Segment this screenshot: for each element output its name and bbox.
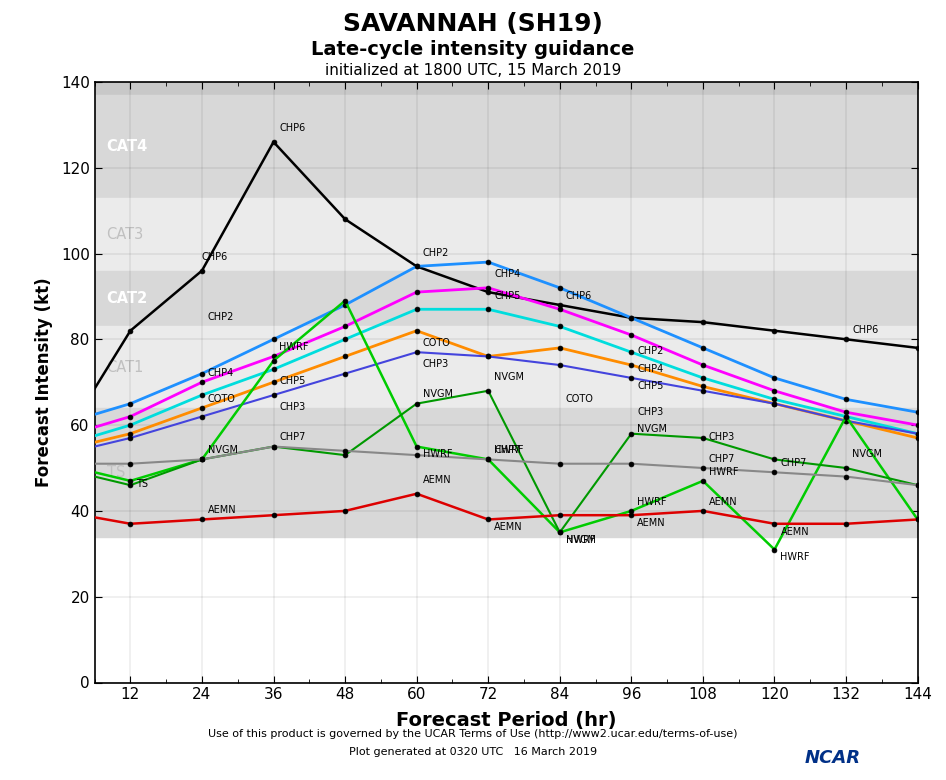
Text: CHP3: CHP3 <box>709 432 735 442</box>
Text: TS: TS <box>107 465 125 480</box>
Text: AEMN: AEMN <box>709 497 738 507</box>
Text: AEMN: AEMN <box>780 526 809 537</box>
Text: CHP7: CHP7 <box>279 432 306 442</box>
X-axis label: Forecast Period (hr): Forecast Period (hr) <box>395 711 617 730</box>
Text: CHP7: CHP7 <box>780 458 807 468</box>
Text: CHP6: CHP6 <box>279 123 306 133</box>
Text: HWRF: HWRF <box>709 466 739 477</box>
Bar <box>95 408 918 537</box>
Text: AEMN: AEMN <box>494 523 523 532</box>
Text: CAT5: CAT5 <box>107 70 144 85</box>
Text: CHP5: CHP5 <box>494 291 520 300</box>
Text: COTO: COTO <box>208 394 236 404</box>
Text: CAT2: CAT2 <box>107 291 148 306</box>
Text: CHP7: CHP7 <box>709 454 735 463</box>
Text: initialized at 1800 UTC, 15 March 2019: initialized at 1800 UTC, 15 March 2019 <box>324 63 622 78</box>
Text: NVGM: NVGM <box>494 372 524 382</box>
Text: NVGM: NVGM <box>566 535 596 545</box>
Bar <box>95 326 918 408</box>
Text: COTO: COTO <box>423 338 450 348</box>
Text: CHP2: CHP2 <box>638 346 664 356</box>
Text: CHP7: CHP7 <box>494 445 520 456</box>
Text: CAT3: CAT3 <box>107 227 144 242</box>
Text: CHP4: CHP4 <box>638 363 663 374</box>
Text: CHP6: CHP6 <box>852 325 878 335</box>
Text: COTO: COTO <box>566 394 594 404</box>
Text: CHP2: CHP2 <box>423 248 449 257</box>
Text: SAVANNAH (SH19): SAVANNAH (SH19) <box>343 12 603 36</box>
Text: HWRF: HWRF <box>423 449 452 459</box>
Bar <box>95 198 918 271</box>
Text: CHP4: CHP4 <box>494 269 520 279</box>
Text: Plot generated at 0320 UTC   16 March 2019: Plot generated at 0320 UTC 16 March 2019 <box>349 747 597 757</box>
Text: HWRF: HWRF <box>279 342 309 353</box>
Text: NVGM: NVGM <box>208 445 237 456</box>
Bar <box>95 271 918 326</box>
Text: TS: TS <box>136 480 149 490</box>
Text: NVGM: NVGM <box>423 389 452 399</box>
Text: HWRF: HWRF <box>494 445 524 456</box>
Text: CHP5: CHP5 <box>638 381 664 391</box>
Text: HWRF: HWRF <box>638 497 667 507</box>
Text: AEMN: AEMN <box>208 505 236 515</box>
Text: Late-cycle intensity guidance: Late-cycle intensity guidance <box>311 40 635 58</box>
Bar <box>95 94 918 198</box>
Text: Use of this product is governed by the UCAR Terms of Use (http://www2.ucar.edu/t: Use of this product is governed by the U… <box>208 729 738 739</box>
Text: NVGM: NVGM <box>852 449 882 459</box>
Text: CHP3: CHP3 <box>423 360 448 370</box>
Text: CAT1: CAT1 <box>107 360 144 374</box>
Text: HWRF: HWRF <box>566 535 595 545</box>
Text: CAT4: CAT4 <box>107 139 148 154</box>
Text: CHP6: CHP6 <box>566 291 592 300</box>
Text: CHP5: CHP5 <box>279 377 306 387</box>
Text: CHP2: CHP2 <box>208 312 235 322</box>
Text: AEMN: AEMN <box>423 475 451 485</box>
Bar <box>95 60 918 94</box>
Text: CHP6: CHP6 <box>201 252 228 262</box>
Text: CHP3: CHP3 <box>638 406 663 417</box>
Text: NCAR: NCAR <box>805 749 861 767</box>
Y-axis label: Forecast Intensity (kt): Forecast Intensity (kt) <box>35 278 53 487</box>
Text: HWRF: HWRF <box>780 552 810 562</box>
Text: CHP3: CHP3 <box>279 402 306 412</box>
Text: NVGM: NVGM <box>638 424 667 434</box>
Text: CHP4: CHP4 <box>208 368 235 378</box>
Text: AEMN: AEMN <box>638 518 666 528</box>
